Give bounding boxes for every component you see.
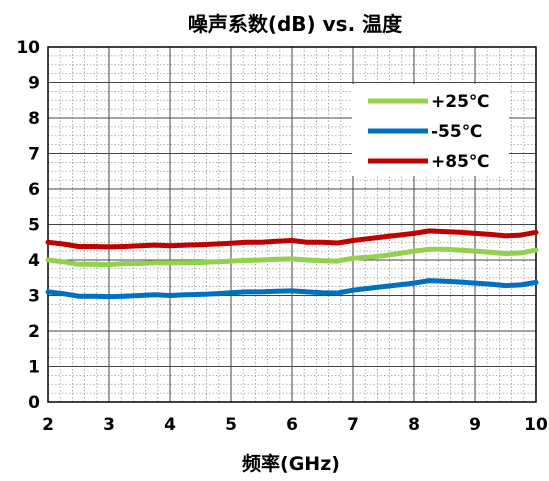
series-line: [45, 278, 539, 300]
series-line: [45, 246, 539, 268]
plot-frame: [47, 46, 537, 403]
legend-label: +25℃: [431, 92, 490, 112]
series-lines: [45, 228, 539, 300]
y-tick-label: 8: [28, 109, 40, 129]
axes: [47, 46, 537, 403]
x-tick-label: 10: [524, 415, 548, 435]
x-tick-label: 2: [42, 415, 54, 435]
y-tick-label: 1: [28, 358, 40, 378]
y-tick-label: 0: [28, 393, 40, 413]
x-tick-label: 7: [347, 415, 359, 435]
tick-labels: 2 3 4 5 6 7 8 9 10 0 1 2 3 4 5 6 7 8 9 10: [16, 38, 548, 435]
legend: +25℃ -55℃ +85℃: [352, 84, 509, 176]
y-tick-label: 4: [28, 251, 40, 271]
x-axis-label: 频率(GHz): [242, 452, 340, 475]
y-tick-label: 7: [28, 145, 40, 165]
x-tick-label: 9: [469, 415, 481, 435]
y-tick-label: 5: [28, 216, 40, 236]
x-tick-label: 3: [103, 415, 115, 435]
series-line: [45, 228, 539, 250]
y-tick-label: 9: [28, 74, 40, 94]
y-tick-label: 3: [28, 287, 40, 307]
x-tick-label: 6: [286, 415, 298, 435]
legend-label: -55℃: [431, 122, 482, 142]
legend-label: +85℃: [431, 152, 490, 172]
x-tick-label: 5: [225, 415, 237, 435]
y-tick-label: 10: [16, 38, 40, 58]
x-tick-label: 4: [164, 415, 176, 435]
chart-title: 噪声系数(dB) vs. 温度: [188, 12, 403, 36]
x-tick-label: 8: [408, 415, 420, 435]
y-tick-label: 6: [28, 180, 40, 200]
y-tick-label: 2: [28, 322, 40, 342]
